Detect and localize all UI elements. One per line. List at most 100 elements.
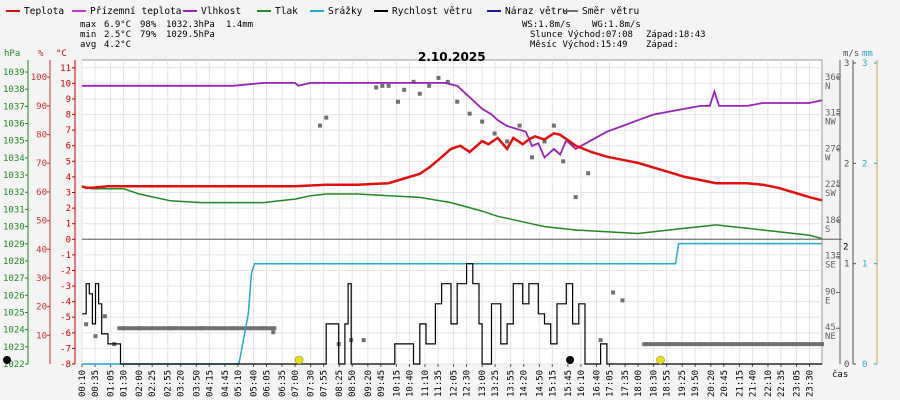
wind-direction-point <box>561 159 566 164</box>
info-min-humidity: 79% <box>140 30 157 40</box>
temperature-tick-label: -3 <box>60 282 71 292</box>
pressure-tick-label: 1036 <box>3 120 25 130</box>
temperature-tick-label: 1 <box>66 220 71 230</box>
x-tick-label: 00:35 <box>91 370 101 397</box>
x-tick-label: 19:50 <box>691 370 701 397</box>
temperature-tick-label: -5 <box>60 313 71 323</box>
x-tick-label: 16:40 <box>592 370 602 397</box>
pressure-tick-label: 1024 <box>3 326 25 336</box>
wind-dir-tick-value: 135 <box>825 252 841 262</box>
x-tick-label: 20:20 <box>707 370 717 397</box>
rain-axis-label: mm <box>862 49 873 59</box>
wind-direction-point <box>586 171 591 176</box>
wind-dir-tick-label: NE <box>825 332 836 342</box>
temperature-tick-label: -1 <box>60 251 71 261</box>
x-tick-label: 21:40 <box>748 370 758 397</box>
x-tick-label: 03:50 <box>192 370 202 397</box>
wind-dir-tick-value: 360 <box>825 73 841 83</box>
x-tick-label: 06:05 <box>262 370 272 397</box>
temperature-tick-label: -4 <box>60 298 71 308</box>
pressure-tick-label: 1028 <box>3 257 25 267</box>
temperature-tick-label: -8 <box>60 360 71 370</box>
temperature-tick-label: -6 <box>60 329 71 339</box>
x-tick-label: 09:45 <box>377 370 387 397</box>
wind-dir-tick-label: W <box>825 153 831 163</box>
wind-direction-point <box>386 83 391 88</box>
legend-label: Přízemní teplota <box>90 6 182 17</box>
pressure-tick-label: 1031 <box>3 205 25 215</box>
wind-direction-point <box>551 123 556 128</box>
wind-direction-point <box>542 139 547 144</box>
x-tick-label: 08:25 <box>335 370 345 397</box>
temperature-tick-label: 7 <box>66 126 71 136</box>
x-tick-label: 02:00 <box>135 370 145 397</box>
temperature-tick-label: 9 <box>66 95 71 105</box>
temperature-line <box>81 131 823 202</box>
info-wind-speed: WS:1.8m/s <box>522 20 571 30</box>
x-tick-label: 17:35 <box>621 370 631 397</box>
humidity-tick-label: 50 <box>36 217 47 227</box>
x-tick-label: 01:05 <box>107 370 117 397</box>
temperature-tick-label: 6 <box>66 142 71 152</box>
wind-direction-point <box>93 334 98 339</box>
wind-dir-tick-label: E <box>825 296 830 306</box>
rain-tick-label: 2 <box>862 159 867 169</box>
x-tick-label: 18:00 <box>634 370 644 397</box>
info-max-temp: 6.9°C <box>104 20 131 30</box>
wind-dir-tick-label: SW <box>825 189 836 199</box>
legend-label: Srážky <box>328 6 363 17</box>
wind-dir-tick-label: SE <box>825 261 836 271</box>
pressure-tick-label: 1032 <box>3 188 25 198</box>
humidity-tick-label: 100 <box>31 73 47 83</box>
pressure-tick-label: 1038 <box>3 85 25 95</box>
wind-dir-tick-value: 225 <box>825 180 841 190</box>
x-tick-label: 12:05 <box>450 370 460 397</box>
wind-direction-point <box>324 115 329 120</box>
x-tick-label: 01:30 <box>120 370 130 397</box>
wind-direction-point <box>417 91 422 96</box>
legend-label: Rychlost větru <box>392 6 472 17</box>
info-min-temp: 2.5°C <box>104 30 131 40</box>
pressure-tick-label: 1023 <box>3 343 25 353</box>
x-tick-label: 22:10 <box>764 370 774 397</box>
wind-dir-tick-value: 90 <box>825 287 836 297</box>
pressure-tick-label: 1025 <box>3 308 25 318</box>
x-tick-label: 03:20 <box>177 370 187 397</box>
humidity-tick-label: 30 <box>36 274 47 284</box>
x-tick-label: 08:50 <box>348 370 358 397</box>
pressure-tick-label: 1033 <box>3 171 25 181</box>
temperature-tick-label: 3 <box>66 189 71 199</box>
x-tick-label: 04:45 <box>221 370 231 397</box>
humidity-tick-label: 70 <box>36 159 47 169</box>
info-wind-gust: WG:1.8m/s <box>592 20 641 30</box>
pressure-tick-label: 1037 <box>3 102 25 112</box>
humidity-tick-label: 90 <box>36 102 47 112</box>
wind-direction-point <box>395 99 400 104</box>
wind-direction-point <box>374 85 379 90</box>
x-tick-label: 11:35 <box>434 370 444 397</box>
wind-direction-point <box>271 330 276 335</box>
wind-direction-point <box>84 322 89 327</box>
wind-dir-tick-value: 270 <box>825 144 841 154</box>
wind-dir-tick-label: S <box>825 225 830 235</box>
temperature-tick-label: 11 <box>60 64 71 74</box>
wind-direction-point <box>505 139 510 144</box>
info-moonset: Západ: <box>646 40 679 50</box>
info-sunset: Západ:18:43 <box>646 30 706 40</box>
x-tick-label: 18:55 <box>663 370 673 397</box>
temperature-tick-label: 5 <box>66 157 71 167</box>
sun-marker <box>656 355 665 365</box>
wind-dir-tick-value: 180 <box>825 216 841 226</box>
wind-direction-run <box>644 342 822 347</box>
humidity-tick-label: 10 <box>36 331 47 341</box>
wind-dir-tick-value: 315 <box>825 109 841 119</box>
x-tick-label: 11:10 <box>421 370 431 397</box>
temperature-axis-label: °C <box>56 49 67 59</box>
wind-direction-point <box>380 83 385 88</box>
wind-direction-point <box>530 155 535 160</box>
wind-direction-point <box>517 123 522 128</box>
x-tick-label: 09:20 <box>364 370 374 397</box>
right-reference-label: 2 <box>843 242 848 252</box>
info-moonrise: Měsíc Východ:15:49 <box>530 40 628 50</box>
info-min-label: min <box>80 30 96 40</box>
